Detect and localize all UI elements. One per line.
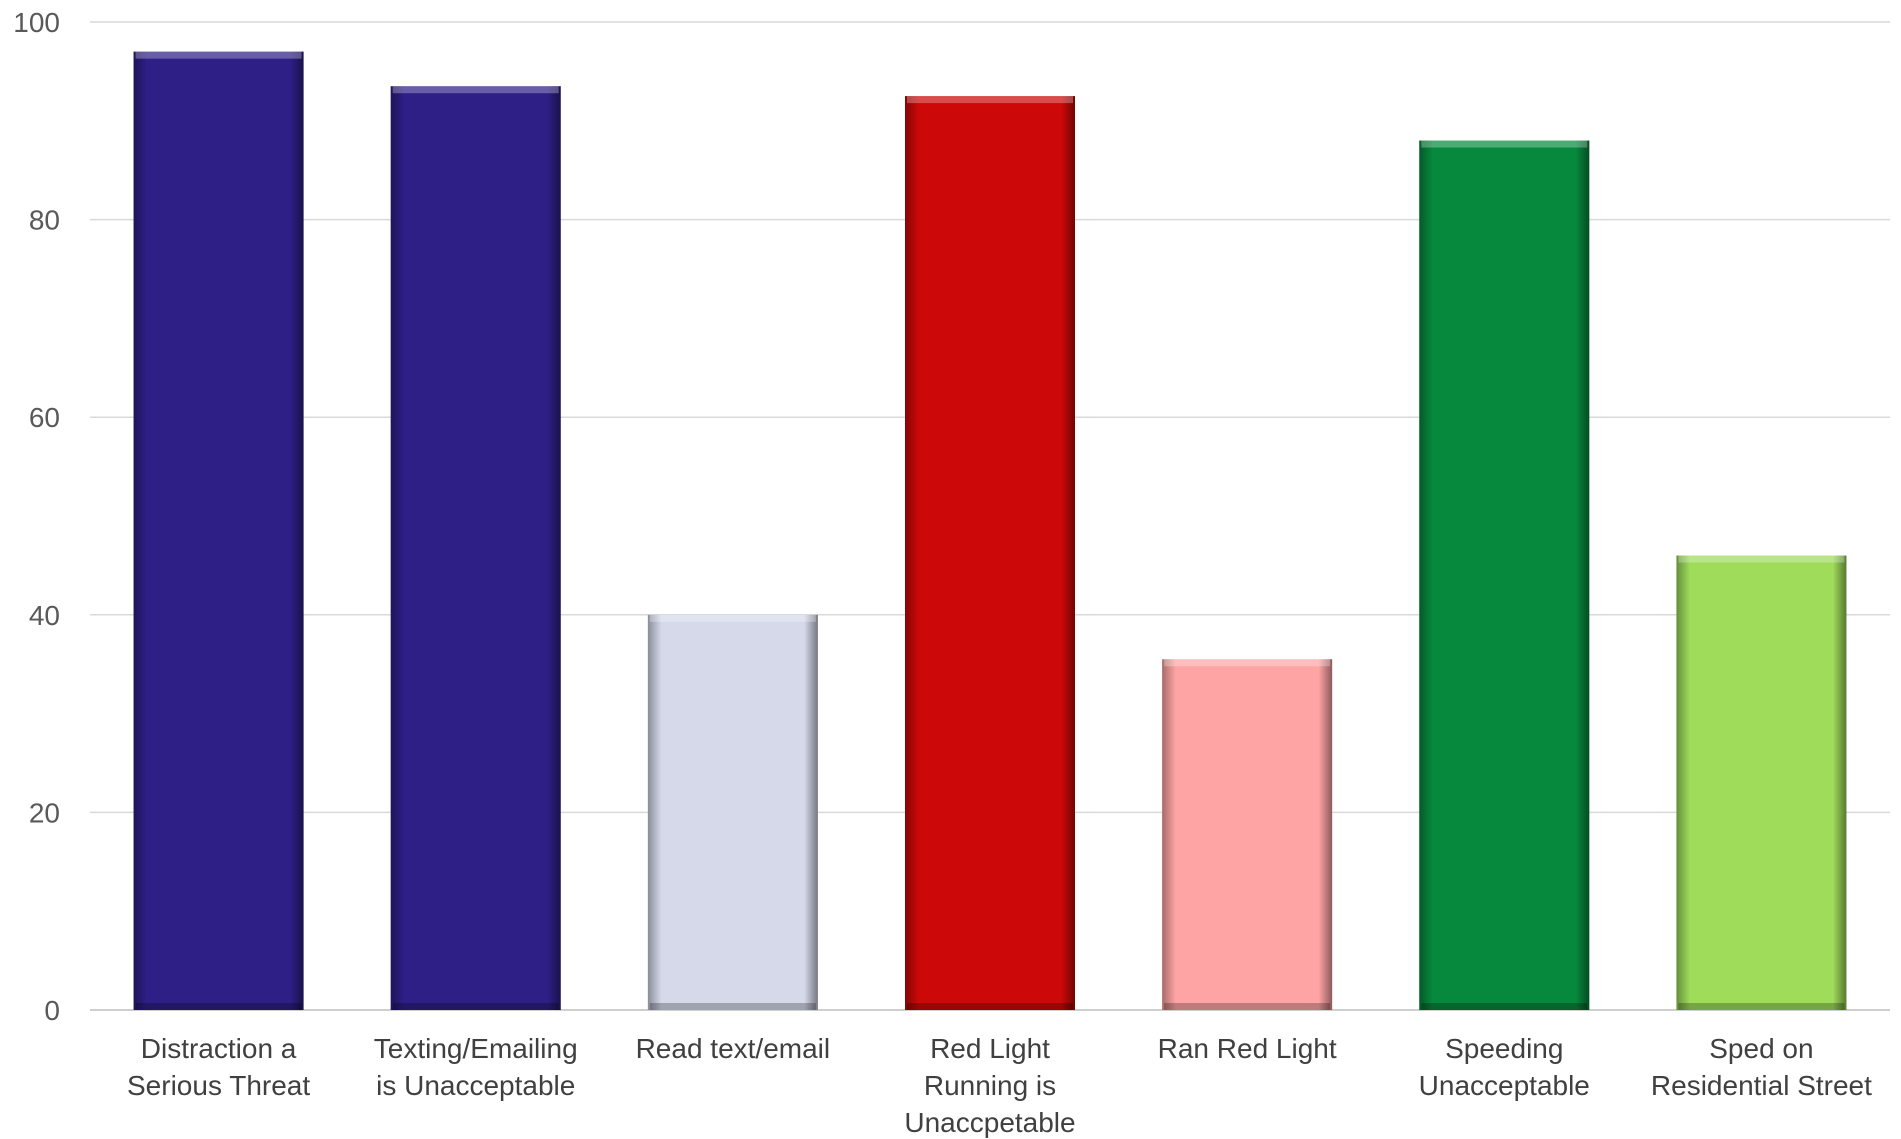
x-tick-label-line: Speeding [1445, 1033, 1563, 1064]
x-tick-label: Texting/Emailing is Unacceptable [374, 1033, 578, 1101]
bar [647, 614, 818, 1010]
bar-bevel [905, 96, 1075, 1011]
bar-top-highlight [1678, 555, 1845, 563]
bar-bottom-shadow [1164, 1003, 1331, 1010]
bar-top-highlight [135, 51, 302, 59]
y-tick-label: 80 [29, 205, 60, 236]
x-tick-label: Speeding Unacceptable [1419, 1033, 1590, 1101]
x-tick-label-line: is Unacceptable [376, 1070, 575, 1101]
x-tick-label-line: Serious Threat [127, 1070, 310, 1101]
y-tick-label: 20 [29, 797, 60, 828]
bar-bevel [1419, 140, 1590, 1010]
bar [1676, 555, 1847, 1010]
bar-top-highlight [907, 96, 1073, 104]
x-tick-label-line: Read text/email [636, 1033, 831, 1064]
x-tick-label: Read text/email [636, 1033, 831, 1064]
x-tick-label-line: Sped on [1709, 1033, 1813, 1064]
bar-bottom-shadow [392, 1003, 559, 1010]
x-tick-label: Red Light Running is Unaccpetable [904, 1033, 1075, 1138]
bar-top-highlight [1164, 659, 1331, 667]
x-tick-label-line: Texting/Emailing [374, 1033, 578, 1064]
bar [905, 96, 1075, 1011]
y-tick-label: 100 [13, 7, 60, 38]
bar-bevel [1676, 555, 1847, 1010]
bar [390, 86, 561, 1011]
bar-bevel [1162, 659, 1333, 1010]
x-tick-label-line: Residential Street [1651, 1070, 1872, 1101]
x-tick-label: Sped on Residential Street [1651, 1033, 1872, 1101]
y-tick-label: 40 [29, 600, 60, 631]
bar-top-highlight [392, 86, 559, 94]
y-tick-label: 60 [29, 402, 60, 433]
bar-top-highlight [649, 614, 816, 622]
bar [1162, 659, 1333, 1010]
bar-bottom-shadow [1678, 1003, 1845, 1010]
bar-bevel [647, 614, 818, 1010]
x-tick-label: Distraction a Serious Threat [127, 1033, 310, 1101]
bar-bottom-shadow [907, 1003, 1073, 1010]
x-tick-label-line: Red Light [930, 1033, 1050, 1064]
bar-bottom-shadow [649, 1003, 816, 1010]
x-tick-label: Ran Red Light [1158, 1033, 1337, 1064]
bar [133, 51, 304, 1010]
x-tick-label-line: Unacceptable [1419, 1070, 1590, 1101]
x-tick-label-line: Unaccpetable [904, 1107, 1075, 1138]
y-tick-label: 0 [44, 995, 60, 1026]
x-tick-label-line: Ran Red Light [1158, 1033, 1337, 1064]
bar-bevel [390, 86, 561, 1011]
bar-top-highlight [1421, 140, 1588, 148]
bar-bevel [133, 51, 304, 1010]
x-tick-label-line: Distraction a [141, 1033, 297, 1064]
bar [1419, 140, 1590, 1010]
x-tick-label-line: Running is [924, 1070, 1056, 1101]
bar-bottom-shadow [135, 1003, 302, 1010]
bar-bottom-shadow [1421, 1003, 1588, 1010]
